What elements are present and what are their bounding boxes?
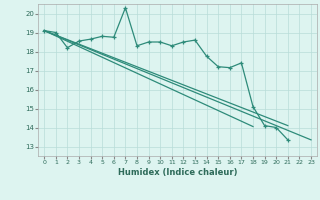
X-axis label: Humidex (Indice chaleur): Humidex (Indice chaleur) — [118, 168, 237, 177]
